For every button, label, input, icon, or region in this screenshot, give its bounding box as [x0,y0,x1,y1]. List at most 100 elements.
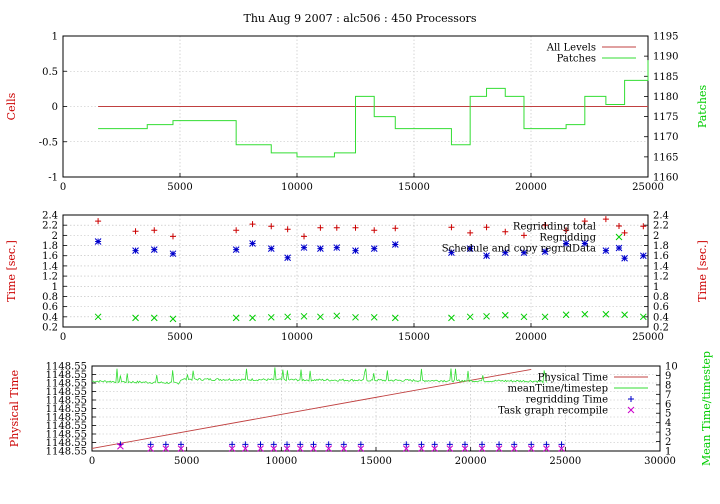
legend-label: Patches [557,54,596,65]
x-tick-label: 15000 [398,182,430,193]
legend-label: Regridding [539,233,596,244]
y-tick-label: 0.4 [42,312,58,323]
y2-tick-label: 1 [653,282,659,293]
x-tick-label: 5000 [167,182,192,193]
y-tick-label: 2 [52,231,58,242]
y2-tick-label: 0.8 [653,292,669,303]
data-point [431,441,438,448]
y-tick-label: 1148.55 [46,404,87,415]
data-point [301,233,308,240]
y2-axis-label: Patches [696,85,709,129]
data-point [495,445,503,452]
y-tick-label: 1148.55 [46,387,87,398]
y2-tick-label: 0.2 [653,323,669,334]
data-point [510,445,518,452]
y2-tick-label: 2 [653,231,659,242]
legend-swatch [615,244,623,252]
y2-tick-label: 1190 [653,52,678,63]
data-point [296,445,304,452]
data-point [284,313,291,321]
data-point [257,441,264,448]
data-point [283,445,291,452]
data-point [527,445,535,452]
data-point [467,229,474,236]
data-point [267,245,275,252]
data-point [132,314,139,322]
y-tick-label: 1.4 [42,261,58,272]
data-point [461,445,469,452]
panel-physical-time: 0 5000 10000 15000 20000 25000 300001148.55114… [8,351,713,467]
data-point [558,441,565,448]
data-point [169,233,176,240]
y2-tick-label: 10 [665,362,678,373]
data-point [232,246,240,253]
data-point [284,254,291,262]
data-point [267,313,275,321]
y-tick-label: -1 [48,173,58,184]
y2-tick-label: 1185 [653,72,678,83]
x-tick-label: 10000 [265,456,297,467]
x-tick-label: 5000 [167,332,192,343]
y2-axis-label: Time [sec.] [696,240,709,302]
series-step [98,60,649,158]
data-point [132,228,139,235]
data-point [402,445,410,452]
data-point [132,247,139,254]
data-point [310,441,317,448]
data-point [169,250,177,258]
y-tick-label: 1148.55 [46,421,87,432]
data-point [581,218,588,225]
data-point [478,445,486,452]
figure-title: Thu Aug 9 2007 : alc506 : 450 Processors [244,12,477,25]
y2-tick-label: 1.6 [653,251,669,262]
data-point [391,241,399,248]
data-point [563,227,570,234]
legend-label: Task graph recompile [498,406,608,417]
y-tick-label: 1 [52,32,58,43]
data-point [352,224,359,231]
data-point [147,441,154,448]
y-tick-label: 1148.55 [46,362,87,373]
data-point [270,441,277,448]
y2-tick-label: 2.4 [653,211,669,222]
data-point [461,441,468,448]
y-axis-label: Cells [5,92,18,120]
x-tick-label: 25000 [632,332,664,343]
legend-label: regridding Time [526,395,608,406]
data-point [333,312,341,320]
data-point [357,441,364,448]
data-point [621,229,628,236]
x-tick-label: 20000 [515,182,547,193]
data-point [177,445,185,452]
data-point [284,441,291,448]
y-tick-label: -0.5 [39,137,58,148]
data-point [466,245,474,252]
x-tick-label: 20000 [515,332,547,343]
data-point [317,224,324,231]
data-point [543,445,550,452]
y2-tick-label: 7 [665,390,671,401]
data-point [300,312,308,320]
y-axis-label: Time [sec.] [5,240,18,302]
y2-tick-label: 4 [665,418,671,429]
x-tick-label: 0 [89,456,95,467]
data-point [403,441,410,448]
y-axis-label: Physical Time [8,370,21,447]
y-tick-label: 1.8 [42,241,58,252]
data-point [162,445,170,452]
data-point [418,441,425,448]
data-point [233,227,240,234]
data-point [352,247,359,254]
data-point [520,232,527,239]
y-tick-label: 0 [52,102,58,113]
data-point [562,240,570,247]
legend-label: All Levels [546,43,596,54]
data-point [511,441,518,448]
y2-tick-label: 1180 [653,92,678,103]
y2-tick-label: 1 [665,447,671,458]
data-point [340,445,348,452]
data-point [370,245,378,252]
data-point [558,445,565,452]
y-tick-label: 1 [52,282,58,293]
data-point [340,441,347,448]
